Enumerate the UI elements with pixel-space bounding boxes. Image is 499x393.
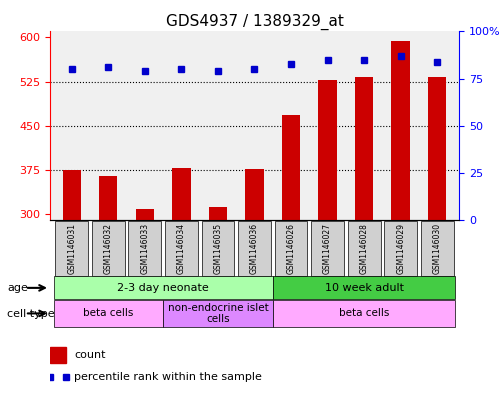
FancyBboxPatch shape — [348, 220, 381, 277]
Bar — [318, 81, 337, 220]
Text: count: count — [74, 350, 106, 360]
Text: age: age — [7, 283, 28, 293]
Bar — [282, 115, 300, 220]
FancyBboxPatch shape — [53, 276, 273, 299]
Bar — [63, 170, 81, 220]
Text: GSM1146031: GSM1146031 — [67, 223, 76, 274]
Title: GDS4937 / 1389329_at: GDS4937 / 1389329_at — [166, 14, 343, 30]
Text: beta cells: beta cells — [339, 309, 389, 318]
FancyBboxPatch shape — [165, 220, 198, 277]
Text: GSM1146034: GSM1146034 — [177, 223, 186, 274]
Text: 10 week adult: 10 week adult — [324, 283, 404, 293]
Bar — [209, 206, 227, 220]
Bar — [428, 77, 446, 220]
Text: cell type: cell type — [7, 309, 55, 319]
FancyBboxPatch shape — [202, 220, 235, 277]
Text: GSM1146026: GSM1146026 — [286, 223, 295, 274]
Bar — [172, 168, 191, 220]
Text: GSM1146029: GSM1146029 — [396, 223, 405, 274]
FancyBboxPatch shape — [311, 220, 344, 277]
Text: GSM1146036: GSM1146036 — [250, 223, 259, 274]
FancyBboxPatch shape — [128, 220, 161, 277]
FancyBboxPatch shape — [53, 300, 163, 327]
Text: GSM1146028: GSM1146028 — [360, 223, 369, 274]
Text: non-endocrine islet
cells: non-endocrine islet cells — [168, 303, 268, 324]
FancyBboxPatch shape — [238, 220, 271, 277]
Text: GSM1146033: GSM1146033 — [140, 223, 149, 274]
Bar — [50, 347, 66, 363]
FancyBboxPatch shape — [55, 220, 88, 277]
FancyBboxPatch shape — [421, 220, 454, 277]
Bar — [246, 169, 263, 220]
FancyBboxPatch shape — [384, 220, 417, 277]
Text: percentile rank within the sample: percentile rank within the sample — [74, 372, 262, 382]
FancyBboxPatch shape — [92, 220, 125, 277]
Text: GSM1146030: GSM1146030 — [433, 223, 442, 274]
Bar — [392, 41, 410, 220]
FancyBboxPatch shape — [163, 300, 273, 327]
Text: beta cells: beta cells — [83, 309, 134, 318]
FancyBboxPatch shape — [273, 300, 456, 327]
Bar — [99, 176, 117, 220]
Bar — [136, 209, 154, 220]
Text: 2-3 day neonate: 2-3 day neonate — [117, 283, 209, 293]
Bar — [355, 77, 373, 220]
Text: GSM1146035: GSM1146035 — [214, 223, 223, 274]
Text: GSM1146032: GSM1146032 — [104, 223, 113, 274]
Text: GSM1146027: GSM1146027 — [323, 223, 332, 274]
FancyBboxPatch shape — [274, 220, 307, 277]
FancyBboxPatch shape — [273, 276, 456, 299]
